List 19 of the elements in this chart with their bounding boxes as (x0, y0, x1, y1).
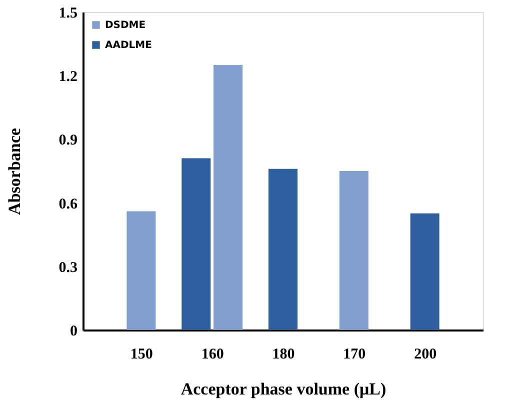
x-tick-label: 180 (272, 346, 295, 362)
y-tick-label: 0.6 (58, 196, 78, 212)
x-tick-label: 200 (414, 346, 437, 362)
bar (339, 171, 368, 330)
x-tick-label: 160 (201, 346, 224, 362)
y-tick-label: 1.2 (58, 69, 78, 86)
bar (268, 168, 298, 330)
legend-label: AADLME (105, 40, 152, 51)
y-tick-label: 0.9 (58, 132, 78, 149)
bar (410, 213, 440, 330)
x-tick-label: 150 (130, 346, 153, 362)
y-tick-label: 0.3 (58, 260, 78, 276)
y-tick-label: 0 (70, 324, 78, 340)
y-axis-title: Absorbance (4, 128, 24, 215)
x-axis-title: Acceptor phase volume (μL) (180, 380, 386, 398)
x-tick-label: 170 (343, 346, 366, 362)
y-tick-label: 1.5 (58, 6, 78, 22)
bar (126, 211, 156, 330)
legend-label: DSDME (105, 20, 146, 31)
